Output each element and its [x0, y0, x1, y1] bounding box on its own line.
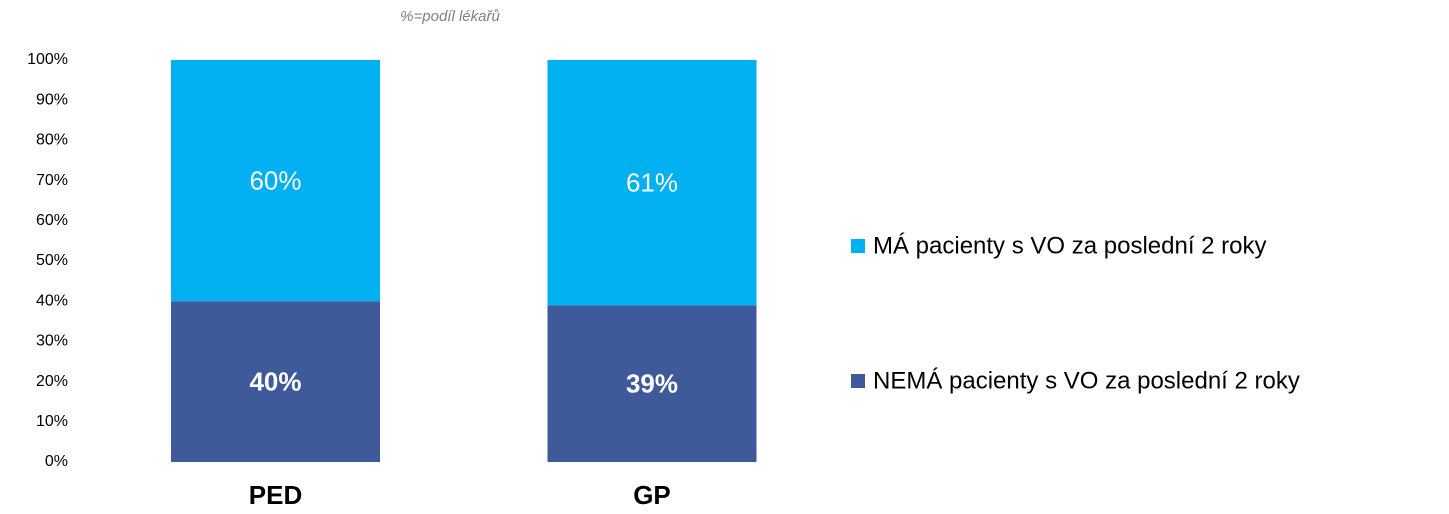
value-label: 39%	[626, 368, 678, 398]
y-tick-label: 50%	[36, 252, 68, 269]
y-tick-label: 10%	[36, 413, 68, 430]
y-tick-label: 0%	[45, 453, 68, 470]
value-label: 60%	[249, 165, 301, 195]
y-tick-label: 60%	[36, 212, 68, 229]
legend-swatch	[851, 239, 865, 253]
x-tick-label: PED	[249, 480, 302, 510]
bar-segment	[547, 305, 757, 462]
x-tick-label: GP	[633, 480, 671, 510]
y-tick-label: 80%	[36, 132, 68, 149]
y-tick-label: 70%	[36, 172, 68, 189]
bar-segment	[171, 60, 380, 302]
legend-label: MÁ pacienty s VO za poslední 2 roky	[873, 232, 1267, 259]
subtitle: %=podíl lékařů	[400, 8, 500, 25]
y-tick-label: 30%	[36, 333, 68, 350]
value-label: 61%	[626, 167, 678, 197]
value-label: 40%	[249, 366, 301, 396]
bar-segment	[171, 301, 380, 462]
y-tick-label: 40%	[36, 292, 68, 309]
bar-segment	[547, 60, 757, 306]
y-tick-label: 20%	[36, 373, 68, 390]
legend-label: NEMÁ pacienty s VO za poslední 2 roky	[873, 367, 1300, 394]
y-tick-label: 100%	[27, 51, 68, 68]
legend-swatch	[851, 374, 865, 388]
y-tick-label: 90%	[36, 91, 68, 108]
